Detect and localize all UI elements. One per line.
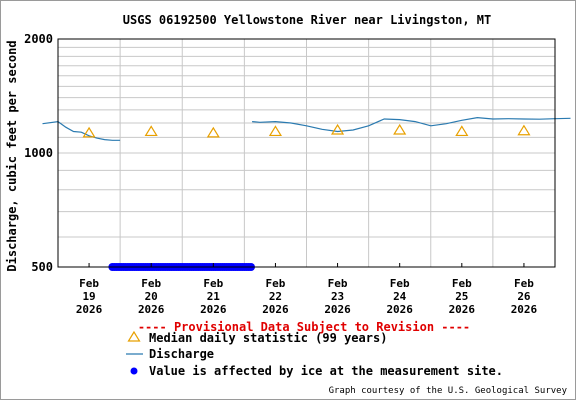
x-tick-label: 2026 [138,303,165,316]
x-tick-label: 26 [517,290,531,303]
y-tick-label: 500 [31,260,53,274]
x-axis-ticks: Feb192026Feb202026Feb212026Feb222026Feb2… [76,263,538,316]
x-tick-label: 2026 [511,303,538,316]
x-tick-label: Feb [328,277,348,290]
x-tick-label: 23 [331,290,344,303]
x-tick-label: Feb [141,277,161,290]
x-tick-label: 22 [269,290,282,303]
credit-text: Graph courtesy of the U.S. Geological Su… [329,386,568,396]
median-point [268,125,283,137]
legend-label: Value is affected by ice at the measurem… [149,364,503,378]
legend: Median daily statistic (99 years) Dischar… [126,330,503,378]
grid-lines [58,39,555,267]
x-tick-label: Feb [390,277,410,290]
chart-title: USGS 06192500 Yellowstone River near Liv… [123,13,491,27]
x-tick-label: Feb [266,277,286,290]
y-tick-label: 1000 [24,146,53,160]
x-tick-label: Feb [203,277,223,290]
x-tick-label: 21 [207,290,221,303]
median-point [144,125,158,137]
median-point [517,124,531,136]
legend-ice-symbol [130,367,138,375]
x-tick-label: 2026 [324,303,351,316]
x-tick-label: 2026 [449,303,476,316]
x-tick-label: 24 [393,290,407,303]
x-tick-label: 2026 [76,303,103,316]
median-series [82,123,531,138]
discharge-line [252,116,571,133]
x-tick-label: 25 [455,290,468,303]
x-tick-label: Feb [452,277,472,290]
median-point [330,123,345,135]
x-tick-label: 19 [82,290,95,303]
median-point [206,126,220,138]
x-tick-label: Feb [79,277,99,290]
legend-median-symbol [127,330,141,342]
x-tick-label: 2026 [386,303,413,316]
x-tick-label: 20 [145,290,158,303]
x-tick-label: Feb [514,277,534,290]
x-tick-label: 2026 [262,303,289,316]
median-point [393,123,407,135]
legend-label: Discharge [149,347,214,361]
y-axis-ticks: 2000 1000 500 [24,32,53,274]
y-axis-label: Discharge, cubic feet per second [5,40,19,271]
plot-area [57,38,556,268]
median-point [82,126,96,138]
x-tick-label: 2026 [200,303,227,316]
y-tick-label: 2000 [24,32,53,46]
provisional-notice: ---- Provisional Data Subject to Revisio… [138,320,470,334]
legend-label: Median daily statistic (99 years) [149,331,387,345]
median-point [455,125,469,137]
